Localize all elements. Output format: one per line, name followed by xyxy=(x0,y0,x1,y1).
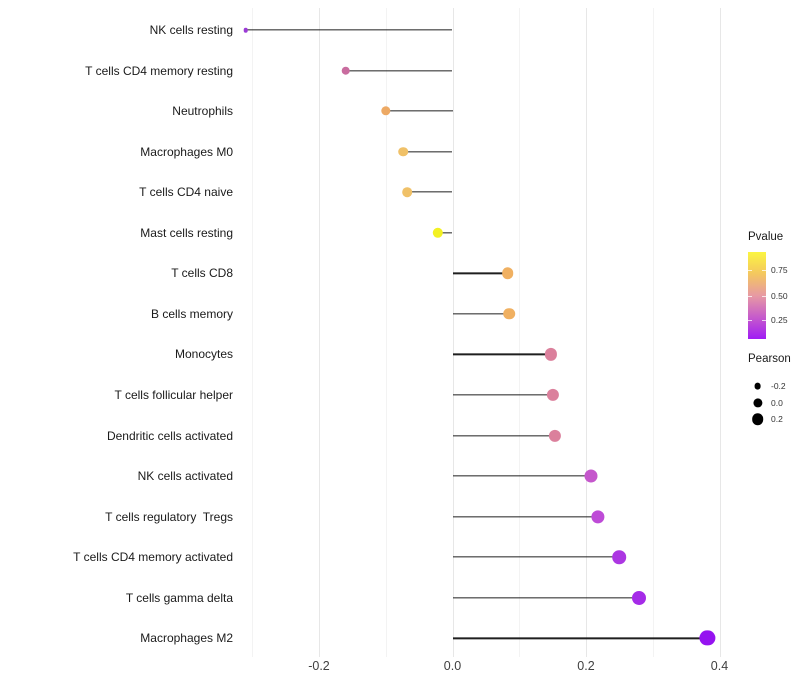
x-tick-label: 0.4 xyxy=(710,659,729,673)
lollipop-dot xyxy=(432,227,444,238)
x-tick-label: -0.2 xyxy=(308,659,330,673)
lollipop-dot xyxy=(632,590,647,605)
y-axis-label: T cells follicular helper xyxy=(114,387,234,402)
y-axis-label: Monocytes xyxy=(174,347,233,362)
colorbar-tick-mark xyxy=(762,319,766,321)
lollipop-segment xyxy=(452,353,552,356)
y-axis-label: Macrophages M2 xyxy=(140,631,233,646)
y-axis-label: T cells CD4 memory activated xyxy=(73,550,233,565)
grid-minor-line xyxy=(385,8,387,657)
x-tick-label: 0.2 xyxy=(577,659,595,673)
colorbar-tick-mark xyxy=(748,295,752,297)
lollipop-segment xyxy=(245,29,453,31)
colorbar-tick-mark xyxy=(762,270,766,272)
pearson-legend-dot xyxy=(752,397,763,408)
grid-minor-line xyxy=(519,8,521,657)
pearson-legend-title: Pearson xyxy=(748,353,791,365)
lollipop-dot xyxy=(503,308,516,320)
lollipop-dot xyxy=(546,388,559,402)
y-axis-label: Dendritic cells activated xyxy=(106,428,233,443)
y-axis-label: T cells gamma delta xyxy=(125,590,233,605)
lollipop-segment xyxy=(452,272,508,274)
lollipop-segment xyxy=(345,69,453,72)
colorbar-tick-mark xyxy=(748,319,752,321)
grid-minor-line xyxy=(252,8,254,657)
grid-major-line xyxy=(586,8,587,657)
pearson-legend-label: 0.2 xyxy=(771,414,783,424)
lollipop-segment xyxy=(452,394,553,396)
y-axis-label: T cells CD8 xyxy=(171,266,233,281)
lollipop-segment xyxy=(437,232,453,234)
y-axis-label: Macrophages M0 xyxy=(140,144,233,159)
lollipop-dot xyxy=(402,187,412,197)
lollipop-dot xyxy=(591,510,605,524)
pearson-legend-dot xyxy=(754,382,761,390)
lollipop-segment xyxy=(452,515,598,518)
lollipop-dot xyxy=(699,630,716,646)
lollipop-segment xyxy=(452,597,640,599)
lollipop-dot xyxy=(341,66,350,75)
lollipop-dot xyxy=(548,429,561,442)
y-axis-label: Neutrophils xyxy=(172,104,233,119)
y-axis-label: B cells memory xyxy=(150,306,233,321)
colorbar-tick-mark xyxy=(748,270,752,272)
grid-major-line xyxy=(319,8,320,657)
colorbar-tick-mark xyxy=(762,295,766,297)
grid-major-line xyxy=(719,8,721,657)
pearson-legend-label: 0.0 xyxy=(771,397,783,408)
lollipop-dot xyxy=(612,550,627,564)
pearson-legend-label: -0.2 xyxy=(771,381,786,391)
lollipop-dot xyxy=(381,106,391,116)
lollipop-segment xyxy=(452,637,708,639)
lollipop-segment xyxy=(452,475,591,477)
y-axis-label: T cells CD4 naive xyxy=(139,185,233,200)
lollipop-segment xyxy=(403,150,453,153)
lollipop-dot xyxy=(584,469,598,483)
colorbar-tick-label: 0.25 xyxy=(771,314,788,325)
grid-minor-line xyxy=(652,8,654,657)
lollipop-segment xyxy=(407,191,453,193)
y-axis-label: NK cells activated xyxy=(137,469,233,484)
lollipop-dot xyxy=(243,27,248,33)
pvalue-colorbar xyxy=(748,252,766,339)
lollipop-segment xyxy=(452,556,620,558)
x-tick-label: 0.0 xyxy=(443,659,462,673)
lollipop-dot xyxy=(545,348,558,361)
grid-major-line xyxy=(452,8,454,657)
lollipop-dot xyxy=(502,267,514,280)
lollipop-dot xyxy=(398,146,408,157)
y-axis-label: Mast cells resting xyxy=(140,225,233,240)
y-axis-label: T cells regulatory Tregs xyxy=(105,509,233,524)
lollipop-segment xyxy=(452,434,555,437)
lollipop-segment xyxy=(385,110,453,112)
colorbar-tick-label: 0.75 xyxy=(771,265,788,276)
y-axis-label: T cells CD4 memory resting xyxy=(85,63,233,78)
y-axis-label: NK cells resting xyxy=(149,23,233,37)
pvalue-legend-title: Pvalue xyxy=(748,231,784,243)
pearson-legend-dot xyxy=(751,413,764,425)
lollipop-segment xyxy=(452,313,510,315)
colorbar-tick-label: 0.50 xyxy=(771,290,788,301)
